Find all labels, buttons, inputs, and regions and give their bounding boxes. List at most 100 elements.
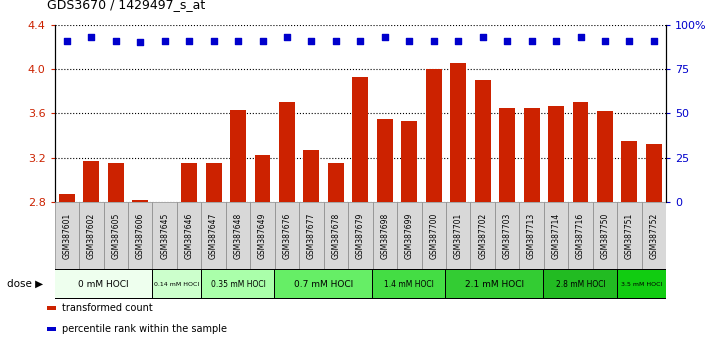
Bar xyxy=(446,270,543,298)
Text: GSM387677: GSM387677 xyxy=(307,212,316,259)
Point xyxy=(599,38,611,44)
Bar xyxy=(597,111,613,202)
Bar xyxy=(274,202,299,269)
Point xyxy=(232,38,244,44)
Bar xyxy=(572,102,588,202)
Point xyxy=(85,34,97,40)
Text: 2.1 mM HOCl: 2.1 mM HOCl xyxy=(465,280,524,289)
Text: GSM387699: GSM387699 xyxy=(405,212,414,259)
Bar xyxy=(450,63,466,202)
Bar xyxy=(475,80,491,202)
Bar xyxy=(202,270,274,298)
Point xyxy=(574,34,586,40)
Point xyxy=(355,38,366,44)
Text: GSM387647: GSM387647 xyxy=(209,212,218,259)
Bar xyxy=(202,202,226,269)
Bar xyxy=(548,105,564,202)
Text: GSM387751: GSM387751 xyxy=(625,212,634,258)
Bar xyxy=(617,202,641,269)
Bar xyxy=(299,202,324,269)
Bar xyxy=(523,108,539,202)
Text: GSM387648: GSM387648 xyxy=(234,212,242,258)
Bar xyxy=(426,69,442,202)
Point xyxy=(207,38,219,44)
Bar xyxy=(230,110,246,202)
Point xyxy=(379,34,391,40)
Bar xyxy=(352,77,368,202)
Point xyxy=(477,34,488,40)
Text: GSM387676: GSM387676 xyxy=(282,212,291,259)
Point xyxy=(502,38,513,44)
Bar xyxy=(401,121,417,202)
Text: GSM387678: GSM387678 xyxy=(331,212,341,258)
Bar xyxy=(55,270,152,298)
Point xyxy=(281,34,293,40)
Text: GSM387698: GSM387698 xyxy=(380,212,389,258)
Text: GSM387605: GSM387605 xyxy=(111,212,120,259)
Text: 3.5 mM HOCl: 3.5 mM HOCl xyxy=(621,281,662,287)
Point xyxy=(183,38,195,44)
Point xyxy=(624,38,636,44)
Bar xyxy=(128,202,152,269)
Bar xyxy=(593,202,617,269)
Text: 2.8 mM HOCl: 2.8 mM HOCl xyxy=(555,280,606,289)
Text: GSM387703: GSM387703 xyxy=(502,212,512,259)
Bar xyxy=(373,270,446,298)
Point xyxy=(61,38,73,44)
Bar xyxy=(152,202,177,269)
Bar xyxy=(348,202,373,269)
Bar xyxy=(422,202,446,269)
Bar xyxy=(646,144,662,202)
Bar xyxy=(373,202,397,269)
Text: 1.4 mM HOCl: 1.4 mM HOCl xyxy=(384,280,434,289)
Point xyxy=(110,38,122,44)
Text: GSM387601: GSM387601 xyxy=(63,212,71,258)
Point xyxy=(526,38,537,44)
Bar xyxy=(304,150,320,202)
Text: GSM387602: GSM387602 xyxy=(87,212,96,258)
Bar xyxy=(177,202,202,269)
Bar xyxy=(103,202,128,269)
Bar xyxy=(108,163,124,202)
Bar xyxy=(446,202,470,269)
Bar xyxy=(622,141,638,202)
Point xyxy=(306,38,317,44)
Text: 0.7 mM HOCl: 0.7 mM HOCl xyxy=(294,280,353,289)
Text: GSM387716: GSM387716 xyxy=(576,212,585,258)
Bar xyxy=(499,108,515,202)
Text: GSM387645: GSM387645 xyxy=(160,212,169,259)
Bar xyxy=(397,202,422,269)
Bar xyxy=(59,194,75,202)
Bar xyxy=(544,202,569,269)
Bar xyxy=(226,202,250,269)
Text: dose ▶: dose ▶ xyxy=(7,279,44,289)
Bar xyxy=(275,270,372,298)
Bar xyxy=(55,202,79,269)
Bar xyxy=(83,161,99,202)
Text: transformed count: transformed count xyxy=(62,303,153,313)
Bar xyxy=(545,270,617,298)
Point xyxy=(648,38,660,44)
Text: GSM387606: GSM387606 xyxy=(135,212,145,259)
Text: GSM387714: GSM387714 xyxy=(552,212,561,258)
Text: GSM387649: GSM387649 xyxy=(258,212,267,259)
Bar xyxy=(132,200,149,202)
Bar xyxy=(470,202,495,269)
Bar xyxy=(377,119,393,202)
Text: GSM387752: GSM387752 xyxy=(649,212,658,258)
Point xyxy=(452,38,464,44)
Point xyxy=(257,38,269,44)
Text: percentile rank within the sample: percentile rank within the sample xyxy=(62,324,227,334)
Text: 0 mM HOCl: 0 mM HOCl xyxy=(78,280,129,289)
Text: GSM387701: GSM387701 xyxy=(454,212,463,258)
Text: GSM387679: GSM387679 xyxy=(356,212,365,259)
Bar xyxy=(495,202,519,269)
Bar xyxy=(617,270,665,298)
Bar xyxy=(255,155,271,202)
Point xyxy=(159,38,170,44)
Point xyxy=(403,38,415,44)
Bar xyxy=(153,270,201,298)
Text: GDS3670 / 1429497_s_at: GDS3670 / 1429497_s_at xyxy=(47,0,205,11)
Text: GSM387750: GSM387750 xyxy=(601,212,609,259)
Text: 0.14 mM HOCl: 0.14 mM HOCl xyxy=(154,281,199,287)
